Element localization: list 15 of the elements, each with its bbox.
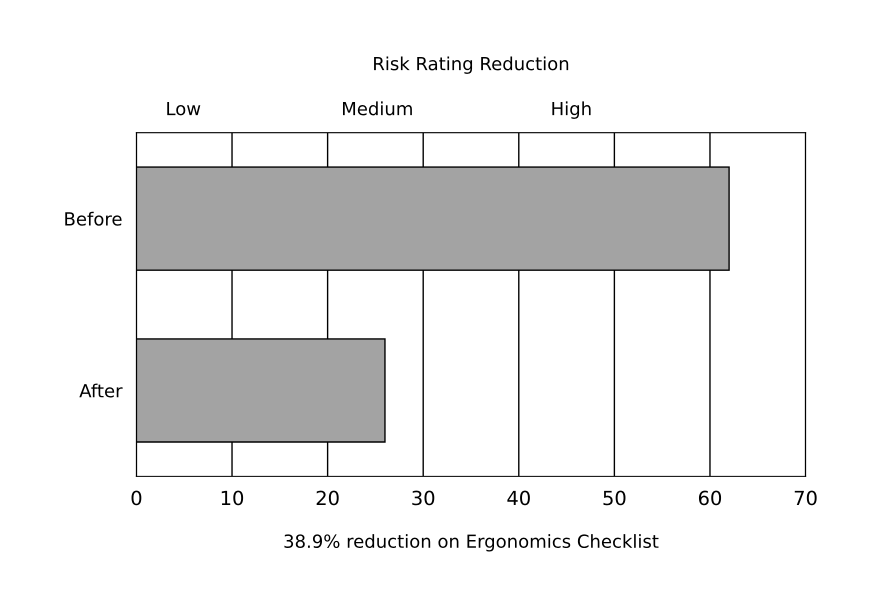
x-tick-label: 10 [222, 490, 244, 506]
x-tick-label: 0 [132, 490, 142, 506]
x-tick-label: 50 [604, 490, 626, 506]
y-tick-label: After [79, 384, 123, 398]
x-tick-label: 40 [507, 490, 530, 506]
x-tick-label: 30 [412, 490, 434, 506]
x-axis-title: 38.9% reduction on Ergonomics Checklist [284, 534, 658, 552]
text: Low [167, 102, 200, 116]
chart-title: Risk Rating Reduction [374, 56, 568, 74]
text: High [552, 101, 591, 119]
text: Medium [342, 101, 412, 116]
x-tick-label: 60 [698, 490, 722, 506]
x-tick-label: 20 [316, 490, 339, 506]
x-tick-label: 70 [794, 490, 817, 506]
y-tick-label: Before [65, 212, 122, 226]
